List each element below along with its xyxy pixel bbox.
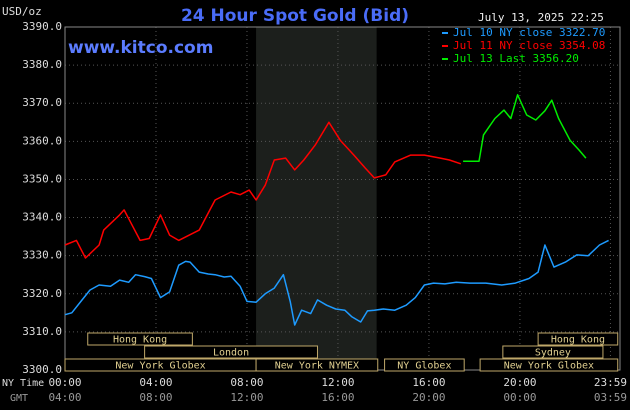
y-tick-label: 3380.0 bbox=[22, 58, 62, 71]
y-tick-label: 3340.0 bbox=[22, 211, 62, 224]
x2-axis-label: GMT bbox=[10, 393, 28, 404]
x-tick-label: 23:59 bbox=[594, 376, 627, 389]
legend-label: Jul 10 NY close 3322.70 bbox=[453, 26, 605, 39]
y-tick-label: 3310.0 bbox=[22, 325, 62, 338]
x-tick-label: 20:00 bbox=[503, 376, 536, 389]
price-line bbox=[64, 239, 609, 326]
x2-tick-label: 00:00 bbox=[503, 391, 536, 404]
x2-tick-label: 04:00 bbox=[48, 391, 81, 404]
session-bar bbox=[502, 345, 604, 359]
unit-label: USD/oz bbox=[2, 5, 42, 18]
session-bar bbox=[537, 332, 619, 346]
session-label: Sydney bbox=[535, 348, 571, 359]
watermark: www.kitco.com bbox=[68, 38, 213, 58]
y-tick-label: 3320.0 bbox=[22, 287, 62, 300]
x2-tick-label: 08:00 bbox=[139, 391, 172, 404]
x-tick-label: 16:00 bbox=[412, 376, 445, 389]
x2-tick-label: 12:00 bbox=[230, 391, 263, 404]
x-axis-label: NY Time bbox=[2, 378, 44, 389]
timestamp: July 13, 2025 22:25 bbox=[478, 11, 604, 24]
session-bar bbox=[144, 345, 318, 359]
y-tick-label: 3350.0 bbox=[22, 172, 62, 185]
price-line bbox=[64, 121, 462, 259]
x-tick-label: 00:00 bbox=[48, 376, 81, 389]
x2-tick-label: 16:00 bbox=[321, 391, 354, 404]
x2-tick-label: 20:00 bbox=[412, 391, 445, 404]
y-tick-label: 3390.0 bbox=[22, 20, 62, 33]
session-bar bbox=[255, 358, 379, 372]
session-label: NY Globex bbox=[397, 361, 451, 372]
x-tick-label: 08:00 bbox=[230, 376, 263, 389]
session-bar bbox=[87, 332, 193, 346]
x-tick-label: 04:00 bbox=[139, 376, 172, 389]
legend-label: Jul 13 Last 3356.20 bbox=[453, 52, 579, 65]
highlight-band bbox=[256, 27, 377, 370]
session-label: New York NYMEX bbox=[275, 361, 359, 372]
session-bar bbox=[479, 358, 619, 372]
y-tick-label: 3360.0 bbox=[22, 134, 62, 147]
session-label: Hong Kong bbox=[113, 335, 167, 346]
session-label: Hong Kong bbox=[551, 335, 605, 346]
session-label: New York Globex bbox=[504, 361, 594, 372]
session-label: New York Globex bbox=[115, 361, 205, 372]
x2-tick-label: 03:59 bbox=[594, 391, 627, 404]
y-tick-label: 3330.0 bbox=[22, 249, 62, 262]
x-tick-label: 12:00 bbox=[321, 376, 354, 389]
y-tick-label: 3370.0 bbox=[22, 96, 62, 109]
legend-label: Jul 11 NY close 3354.08 bbox=[453, 39, 605, 52]
chart-title: 24 Hour Spot Gold (Bid) bbox=[181, 6, 409, 26]
price-line bbox=[463, 94, 587, 162]
session-label: London bbox=[213, 348, 249, 359]
session-bar bbox=[384, 358, 465, 372]
y-tick-label: 3300.0 bbox=[22, 363, 62, 376]
